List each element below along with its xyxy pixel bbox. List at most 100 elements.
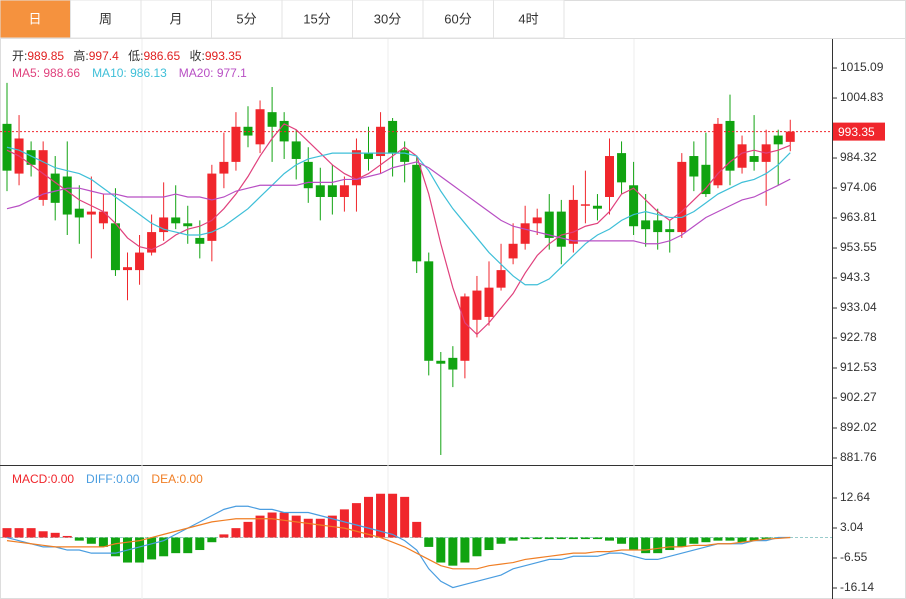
tab[interactable]: [281, 0, 353, 39]
y-tick-label: 963.81: [840, 210, 877, 224]
macd-bar: [26, 528, 36, 538]
ma-line: [6, 161, 791, 245]
macd-bar: [653, 537, 663, 554]
tab[interactable]: [422, 0, 494, 39]
y-tick-label: 974.06: [840, 180, 877, 194]
y-tick-label: 912.53: [840, 360, 877, 374]
tab[interactable]: [211, 0, 283, 39]
candle-body: [689, 156, 699, 177]
candle-body: [629, 185, 639, 227]
tab[interactable]: [493, 0, 565, 39]
tab-label[interactable]: 60分: [444, 11, 471, 26]
candle-body: [785, 131, 795, 142]
candle-body: [38, 150, 48, 200]
macd-bar: [291, 515, 301, 538]
tab-label[interactable]: 月: [169, 11, 182, 26]
macd-bar: [544, 537, 554, 540]
macd-bar: [436, 537, 446, 563]
y-tick-label: 1004.83: [840, 90, 884, 104]
y-tick-label: 984.32: [840, 150, 877, 164]
y-tick-label: -6.55: [840, 550, 868, 564]
macd-line: [6, 505, 791, 589]
y-tick-label: 1015.09: [840, 60, 884, 74]
candle-body: [123, 267, 132, 271]
macd-bar: [147, 537, 157, 560]
candle-body: [171, 217, 181, 224]
candle-body: [231, 126, 241, 162]
tab-label[interactable]: 5分: [236, 11, 256, 26]
legend-entry: MA5: 988.66: [12, 66, 80, 80]
value: 989.85: [27, 49, 64, 63]
legend-sep: :: [47, 472, 50, 486]
legend-name: MA10: [92, 66, 124, 80]
tab[interactable]: [70, 0, 142, 39]
candle-body: [26, 150, 36, 165]
macd-bar: [231, 528, 241, 538]
legend-sep: :: [123, 66, 130, 80]
candle-body: [303, 161, 313, 189]
candle-body: [412, 164, 422, 262]
legend-entry: MA10: 986.13: [92, 66, 167, 80]
tab-label[interactable]: 日: [28, 11, 41, 26]
macd-bar: [460, 537, 470, 563]
last-price-box: [833, 122, 885, 141]
legend-entry: MA20: 977.1: [179, 66, 247, 80]
macd-bar: [376, 493, 386, 538]
legend-sep: :: [176, 472, 179, 486]
candle-body: [556, 211, 566, 247]
y-tick-label: 881.76: [840, 450, 877, 464]
candle-body: [135, 252, 145, 271]
candle-body: [183, 223, 193, 227]
candle-body: [74, 208, 84, 218]
candle-body: [532, 217, 542, 224]
macd-bar: [448, 537, 458, 566]
legend-sep: :: [113, 472, 116, 486]
tab-label[interactable]: 15分: [303, 11, 330, 26]
y-tick-label: 933.04: [840, 300, 877, 314]
y-tick-label: 12.64: [840, 490, 870, 504]
macd-bar: [339, 509, 349, 538]
legend-name: DIFF: [86, 472, 113, 486]
macd-bar: [665, 537, 675, 551]
macd-bar: [159, 537, 169, 557]
macd-bar: [689, 537, 699, 544]
candle-body: [291, 141, 301, 159]
candle-body: [592, 205, 602, 209]
macd-bar: [74, 537, 84, 541]
macd-bar: [749, 537, 759, 541]
candle-body: [98, 211, 108, 224]
macd-bar: [195, 537, 205, 551]
label: 高:: [73, 48, 88, 63]
macd-bar: [725, 537, 735, 541]
macd-bar: [484, 537, 494, 551]
tab-label[interactable]: 30分: [374, 11, 401, 26]
macd-bar: [110, 537, 120, 557]
candle-body: [701, 164, 711, 195]
tab[interactable]: [352, 0, 424, 39]
candle-body: [544, 211, 554, 238]
candle-body: [255, 109, 265, 145]
macd-bar: [508, 537, 518, 541]
tab[interactable]: [0, 0, 71, 39]
candle-body: [472, 290, 482, 320]
macd-bar: [243, 521, 253, 538]
tab-label[interactable]: 周: [99, 11, 112, 26]
tab-label[interactable]: 4时: [518, 11, 538, 26]
macd-bar: [315, 518, 325, 538]
tab[interactable]: [140, 0, 212, 39]
candle-body: [339, 185, 349, 197]
value: 993.35: [205, 49, 242, 63]
ma-line: [6, 146, 791, 286]
macd-bar: [364, 496, 373, 538]
legend-sep: :: [210, 66, 217, 80]
macd-bar: [629, 537, 639, 551]
macd-bar: [303, 518, 313, 538]
candle-body: [327, 185, 337, 197]
macd-bar: [351, 503, 361, 538]
macd-bar: [761, 537, 771, 540]
y-tick-label: -16.14: [840, 580, 874, 594]
candle-body: [508, 243, 518, 259]
